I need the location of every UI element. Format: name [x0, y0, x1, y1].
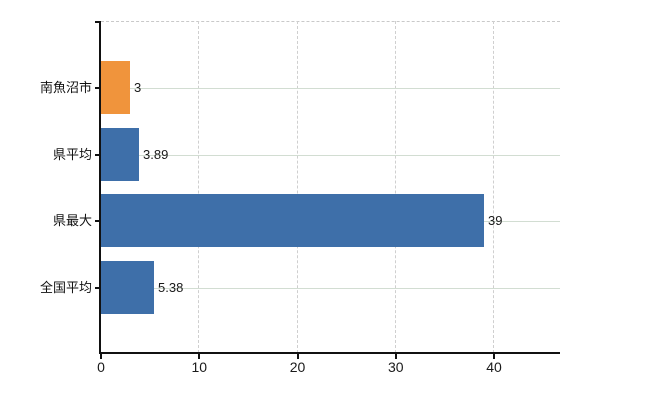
bar-value-label: 39: [488, 213, 503, 228]
y-axis-tick: [95, 154, 101, 156]
bar-value-label: 3: [134, 80, 142, 95]
category-label: 県最大: [52, 213, 92, 228]
y-axis-line: [99, 21, 101, 354]
x-tick-label: 20: [289, 359, 306, 375]
category-label: 全国平均: [39, 280, 92, 295]
x-tick-label: 0: [97, 359, 105, 375]
x-axis-tick: [296, 354, 299, 359]
bar-value-label: 5.38: [158, 280, 184, 295]
category-label: 南魚沼市: [39, 80, 92, 95]
bar: [101, 194, 484, 247]
category-label: 県平均: [52, 147, 92, 162]
gridline-vertical: [394, 21, 396, 353]
bar: [101, 261, 154, 314]
bar-value-label: 3.89: [143, 147, 169, 162]
gridline-vertical: [296, 21, 298, 353]
x-axis-tick: [493, 354, 495, 359]
bar: [101, 61, 130, 114]
x-tick-label: 40: [486, 359, 502, 375]
y-axis-tick: [95, 87, 101, 89]
plot-area: 3 3.89 39 5.38: [101, 21, 560, 353]
plot-top-border: [101, 21, 560, 22]
y-axis-tick: [95, 287, 101, 289]
x-axis-tick: [394, 354, 397, 359]
gridline-horizontal: [101, 155, 560, 156]
gridline-vertical: [493, 21, 494, 353]
x-tick-label: 10: [191, 359, 208, 375]
x-axis-line: [99, 352, 560, 354]
x-axis-tick: [198, 354, 201, 359]
x-tick-label: 30: [387, 359, 404, 375]
bar: [101, 128, 139, 181]
y-axis-tick: [95, 220, 101, 222]
gridline-horizontal: [101, 88, 560, 89]
x-axis-tick: [100, 354, 102, 359]
y-axis-top-tick: [95, 21, 101, 23]
gridline-vertical: [198, 21, 200, 353]
gridline-horizontal: [101, 288, 560, 289]
